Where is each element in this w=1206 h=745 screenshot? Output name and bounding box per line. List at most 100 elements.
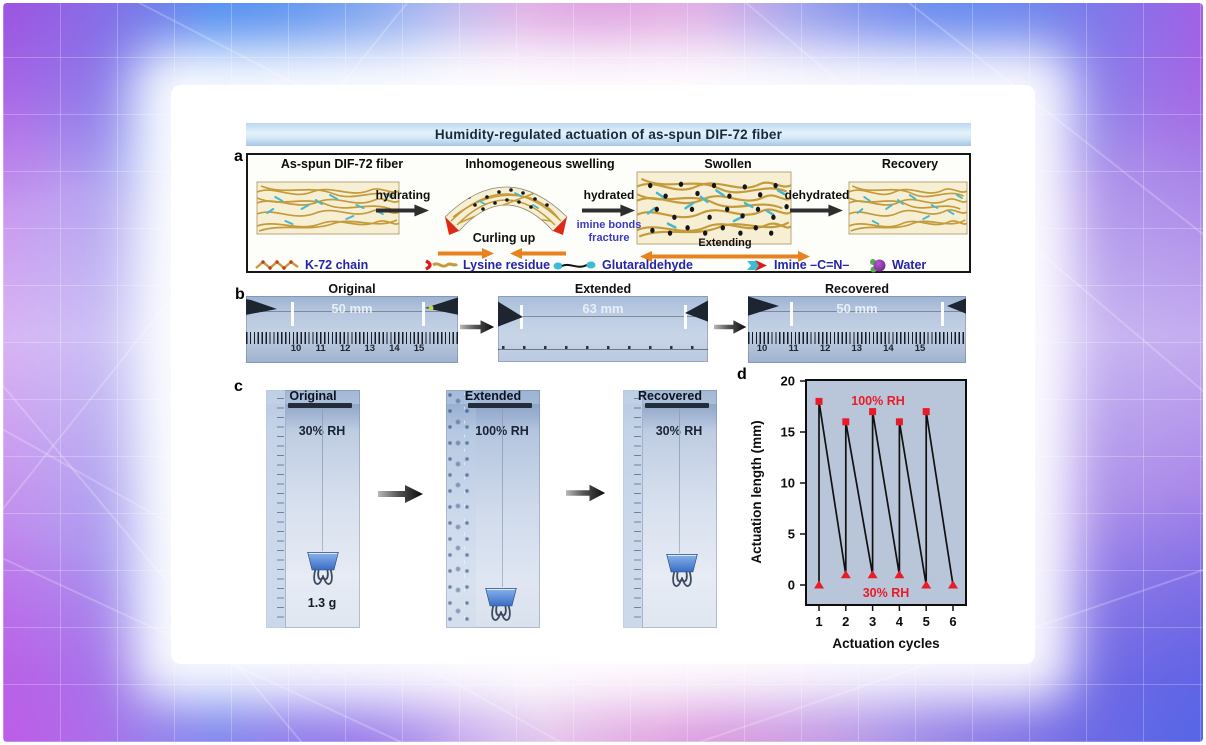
ruler-number: 12	[339, 343, 351, 354]
humidity-30rh: 30% RH	[298, 424, 346, 438]
x-tick-label: 2	[842, 614, 849, 629]
x-tick-label: 6	[949, 614, 956, 629]
y-tick-label: 15	[781, 425, 795, 440]
panel-d-label: d	[737, 366, 747, 383]
legend-label-water: Water	[892, 258, 927, 272]
transition-hydrating: hydrating	[368, 188, 438, 217]
figure-title-bar: Humidity-regulated actuation of as-spun …	[246, 123, 971, 146]
extending-label: Extending	[698, 237, 752, 249]
measure-mark-right	[422, 302, 425, 326]
legend-item-k72: K-72 chain	[254, 256, 368, 274]
humidity-30rh: 30% RH	[655, 424, 703, 438]
ruler-number: 10	[290, 343, 302, 354]
step-arrow-icon	[378, 485, 423, 503]
x-tick-label: 3	[869, 614, 876, 629]
photo-b3-title: Recovered	[825, 282, 889, 296]
measure-mark-left	[790, 302, 793, 326]
hanging-fiber	[502, 409, 503, 587]
ruler-ticks	[246, 332, 458, 344]
legend-label-glutaraldehyde: Glutaraldehyde	[602, 258, 693, 272]
actuation-cycles-chart: 0 5 10 15 20 1 2 3 4 5 6 100% RH 30% RH Actuation …	[749, 374, 967, 651]
condensation-bubbles	[446, 390, 476, 628]
extending-annotation: Extending	[640, 237, 810, 267]
measurement-50mm: 50 mm	[331, 301, 373, 316]
photo-c-recovered: Recovered 30% RH	[623, 390, 717, 628]
swollen-fiber-schematic	[636, 171, 792, 245]
x-axis-label: Actuation cycles	[832, 636, 939, 651]
clamp-right-icon	[685, 300, 708, 322]
ruler-numbers: 10 11 12 13 14 15	[246, 343, 458, 357]
clamp-right-icon	[425, 297, 458, 315]
data-point-triangle	[814, 580, 824, 589]
imine-note-line2: fracture	[588, 231, 630, 244]
recovered-fiber-schematic	[848, 181, 968, 235]
panel-c-label: c	[234, 378, 243, 395]
clamp-left-icon	[246, 299, 277, 315]
ruler-number: 13	[851, 343, 863, 354]
data-point-square	[869, 408, 877, 416]
imine-bond-icon	[747, 259, 767, 271]
legend-item-imine: Imine –C=N–	[745, 256, 849, 274]
binder-clip-icon	[482, 584, 520, 628]
legend-label-imine: Imine –C=N–	[774, 258, 850, 272]
hanging-fiber	[322, 409, 323, 551]
legend-label-lysine: Lysine residue	[463, 258, 551, 272]
panel-a-legend: K-72 chain Lysine residue Glutarald	[248, 256, 969, 274]
k72-chain-icon	[255, 260, 299, 270]
photo-b-recovered: 50 mm 10 11 12 13 14 15	[748, 296, 966, 363]
panel-b-label: b	[235, 286, 245, 303]
data-point-triangle	[921, 580, 932, 589]
curling-up-label: Curling up	[472, 231, 536, 245]
data-point-square	[895, 418, 903, 426]
annotation-30rh: 30% RH	[863, 586, 910, 600]
ruler-number: 15	[914, 343, 926, 354]
measure-mark-right	[684, 305, 687, 329]
clamp-left-icon	[748, 296, 779, 316]
photo-c-original: Original 30% RH 1.3 g	[266, 390, 360, 628]
figure-title: Humidity-regulated actuation of as-spun …	[434, 127, 783, 142]
y-tick-label: 10	[781, 476, 795, 491]
y-tick-label: 0	[788, 578, 795, 593]
extending-double-arrow-icon	[640, 251, 810, 262]
dotted-fiber-line	[502, 346, 704, 349]
water-icon	[870, 259, 886, 273]
fiber-line	[748, 311, 966, 312]
step-arrow-icon	[460, 320, 495, 334]
photo-b2-title: Extended	[574, 282, 632, 296]
red-stress-wedge-left	[445, 217, 459, 235]
ruler-tick-marks	[277, 398, 284, 620]
ruler-number: 14	[883, 343, 894, 354]
fiber-line	[246, 311, 458, 312]
clamp-right-icon	[947, 298, 966, 314]
data-point-triangle	[867, 570, 878, 579]
measurement-63mm: 63 mm	[582, 301, 624, 316]
photo-b1-title: Original	[328, 282, 376, 296]
legend-item-glutaraldehyde: Glutaraldehyde	[553, 256, 693, 274]
legend-label-k72: K-72 chain	[305, 258, 369, 272]
legend-item-lysine: Lysine residue	[424, 256, 550, 274]
ruler-number: 11	[315, 343, 326, 354]
imine-note-line1: imine bonds	[576, 219, 642, 231]
transition-dehydrated: dehydrated	[782, 188, 852, 217]
measure-mark-left	[291, 302, 294, 326]
x-tick-label: 5	[923, 614, 930, 629]
data-point-square	[922, 408, 930, 416]
hanging-fiber	[679, 409, 680, 553]
curved-fiber-schematic	[444, 186, 568, 235]
dehydrated-label: dehydrated	[784, 188, 850, 202]
imine-bonds-fracture-note: imine bonds fracture	[568, 219, 650, 244]
vertical-ruler	[266, 390, 286, 628]
stage-title-recovery: Recovery	[881, 157, 939, 171]
ruler-number: 15	[413, 343, 425, 354]
vaporwave-wallpaper: Humidity-regulated actuation of as-spun …	[3, 3, 1203, 742]
legend-item-water: Water	[868, 256, 926, 274]
data-point-square	[815, 397, 823, 405]
data-point-square	[842, 418, 850, 426]
ruler-number: 11	[788, 343, 799, 354]
glutaraldehyde-icon	[553, 261, 596, 270]
photo-b-original: 50 mm 10 11 12 13 14 15	[246, 296, 458, 363]
measurement-50mm: 50 mm	[836, 301, 878, 316]
y-tick-label: 5	[788, 527, 795, 542]
ruler-number: 10	[756, 343, 768, 354]
hydrated-label: hydrated	[583, 188, 635, 202]
